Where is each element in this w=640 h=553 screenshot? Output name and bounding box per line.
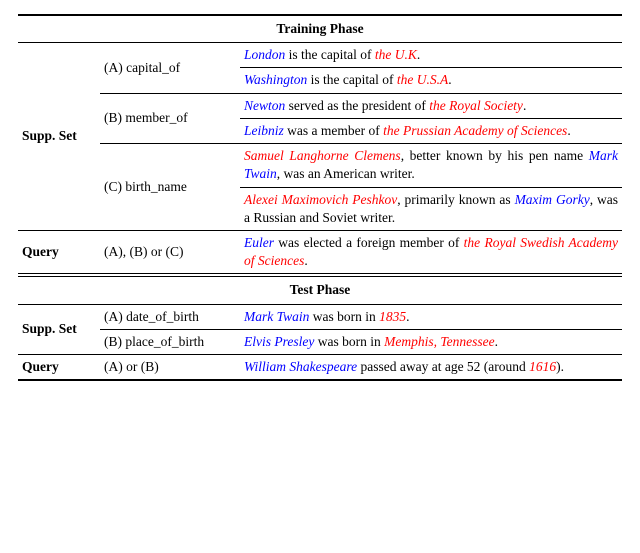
head-entity: Maxim Gorky [515,192,590,207]
query-candidates-test: (A) or (B) [100,355,240,381]
query-sentence-test: William Shakespeare passed away at age 5… [240,355,622,381]
head-entity: Euler [244,235,274,250]
query-label-test: Query [18,355,100,381]
relation-b-train: (B) member_of [100,93,240,143]
head-entity: Newton [244,98,285,113]
head-entity: Washington [244,72,307,87]
relation-c-train: (C) birth_name [100,144,240,231]
training-header: Training Phase [18,15,622,43]
query-label-train: Query [18,230,100,273]
relation-b-test: (B) place_of_birth [100,329,240,354]
tail-entity: Memphis, Tennessee [384,334,495,349]
query-sentence-train: Euler was elected a foreign member of th… [240,230,622,273]
relation-a-train: (A) capital_of [100,43,240,93]
query-candidates-train: (A), (B) or (C) [100,230,240,273]
tail-entity: the U.S.A [397,72,448,87]
head-entity: Leibniz [244,123,284,138]
head-entity: Elvis Presley [244,334,314,349]
test-header: Test Phase [18,277,622,304]
sentence: Samuel Langhorne Clemens, better known b… [240,144,622,187]
head-entity: Mark Twain [244,309,309,324]
sentence: Leibniz was a member of the Prussian Aca… [240,118,622,143]
supp-set-label-test: Supp. Set [18,304,100,354]
sentence: Newton served as the president of the Ro… [240,93,622,118]
tail-entity: Samuel Langhorne Clemens [244,148,401,163]
tail-entity: 1616 [529,359,556,374]
example-table: Training Phase Supp. Set (A) capital_of … [18,14,622,381]
tail-entity: 1835 [379,309,406,324]
relation-a-test: (A) date_of_birth [100,304,240,329]
sentence: Elvis Presley was born in Memphis, Tenne… [240,329,622,354]
supp-set-label-train: Supp. Set [18,43,100,231]
sentence: Mark Twain was born in 1835. [240,304,622,329]
head-entity: William Shakespeare [244,359,357,374]
tail-entity: the U.K [375,47,417,62]
tail-entity: the Prussian Academy of Sciences [383,123,567,138]
sentence: London is the capital of the U.K. [240,43,622,68]
sentence: Washington is the capital of the U.S.A. [240,68,622,93]
sentence: Alexei Maximovich Peshkov, primarily kno… [240,187,622,230]
tail-entity: Alexei Maximovich Peshkov [244,192,397,207]
head-entity: London [244,47,285,62]
tail-entity: the Royal Society [429,98,523,113]
